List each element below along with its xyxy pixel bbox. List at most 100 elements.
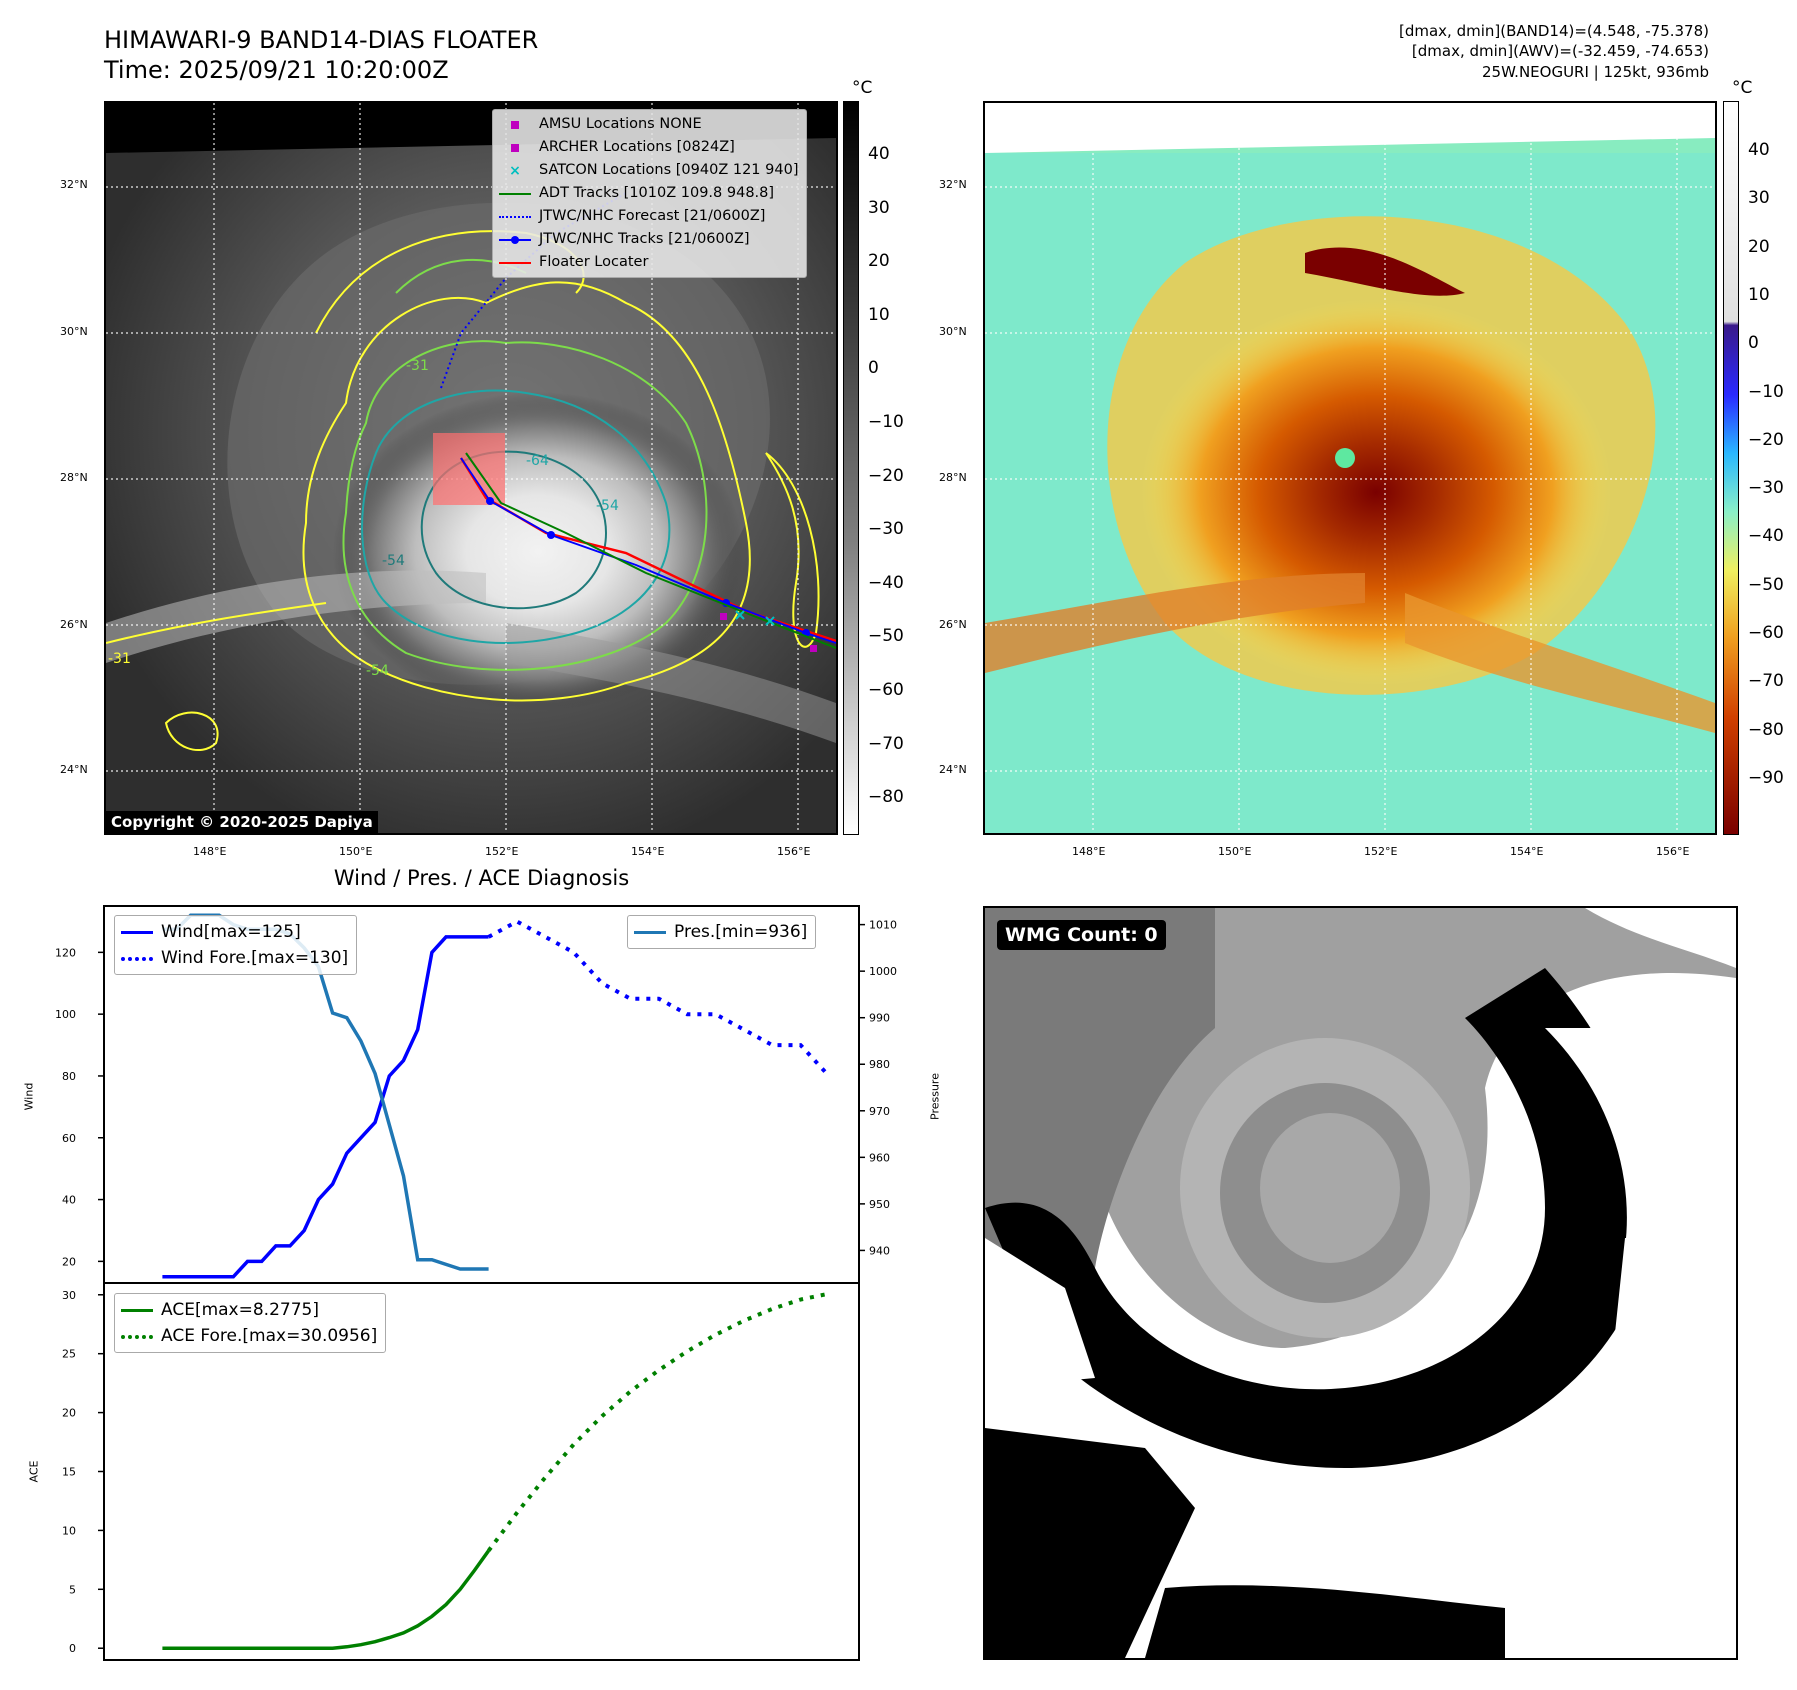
awv-colorbar	[1723, 101, 1739, 835]
legend-item: ACE[max=8.2775]	[121, 1297, 377, 1323]
lon-tick: 152°E	[485, 845, 519, 858]
lon-tick: 148°E	[193, 845, 227, 858]
y2-tick-label: 950	[869, 1198, 890, 1211]
ir-colorbar-unit: °C	[852, 78, 873, 98]
dotted-line-icon	[121, 1328, 153, 1344]
colorbar-tick-label: −10	[1748, 381, 1784, 402]
x-marker-icon: ×	[509, 162, 521, 179]
y-tick-label: 0	[69, 1642, 76, 1655]
colorbar-tick-label: −20	[1748, 429, 1784, 450]
lon-tick: 154°E	[631, 845, 665, 858]
colorbar-tick-label: −30	[868, 519, 904, 540]
contour-label: -54	[382, 553, 405, 569]
colorbar-tick-label: 20	[868, 251, 890, 272]
legend-item: Floater Locater	[499, 251, 798, 274]
colorbar-tick-label: −30	[1748, 478, 1784, 499]
legend-item: ADT Tracks [1010Z 109.8 948.8]	[499, 182, 798, 205]
colorbar-tick-label: 30	[868, 197, 890, 218]
lon-tick: 152°E	[1364, 845, 1398, 858]
y-tick-label: 5	[69, 1583, 76, 1596]
lat-tick: 24°N	[939, 763, 967, 776]
awv-map-imagery	[985, 103, 1715, 833]
y-tick-label: 15	[62, 1466, 76, 1479]
lat-tick: 26°N	[939, 618, 967, 631]
legend-item: × SATCON Locations [0940Z 121 940]	[499, 159, 798, 182]
colorbar-tick-label: −20	[868, 465, 904, 486]
series-line	[162, 935, 489, 1279]
ir-satellite-map: -31 -54 -64 -54 -31 -54 AMSU Locations N…	[104, 101, 838, 835]
wmg-panel: WMG Count: 0	[983, 906, 1738, 1660]
series-line	[162, 1549, 491, 1650]
series-line	[487, 919, 831, 1078]
square-marker-icon	[499, 140, 531, 156]
colorbar-tick-label: 20	[1748, 236, 1770, 257]
contour-label: -54	[596, 498, 619, 514]
figure-title-line2: Time: 2025/09/21 10:20:00Z	[104, 56, 449, 84]
colorbar-tick-label: −80	[1748, 719, 1784, 740]
y2-tick-label: 990	[869, 1012, 890, 1025]
wmg-count-badge: WMG Count: 0	[997, 920, 1166, 950]
colorbar-tick-label: −60	[1748, 623, 1784, 643]
colorbar-tick-label: −50	[1748, 574, 1784, 595]
ir-map-legend: AMSU Locations NONE ARCHER Locations [08…	[492, 109, 808, 278]
colorbar-tick-label: 40	[868, 144, 890, 164]
y-tick-label: 120	[55, 946, 76, 959]
y2-tick-label: 1010	[869, 919, 897, 932]
dotted-line-icon	[121, 950, 153, 966]
legend-item: ACE Fore.[max=30.0956]	[121, 1323, 377, 1349]
square-marker-icon	[499, 117, 531, 133]
y-tick-label: 60	[62, 1132, 76, 1145]
line-marker-icon	[499, 186, 531, 202]
colorbar-tick-label: 10	[868, 304, 890, 325]
y-tick-label: 40	[62, 1194, 76, 1207]
legend-item: JTWC/NHC Tracks [21/0600Z]	[499, 228, 798, 251]
wmg-imagery	[985, 908, 1736, 1658]
wind-legend: Wind[max=125] Wind Fore.[max=130]	[114, 915, 358, 975]
figure-title-line1: HIMAWARI-9 BAND14-DIAS FLOATER	[104, 26, 539, 54]
y-tick-label: 80	[62, 1070, 76, 1083]
line-dot-icon	[499, 232, 531, 248]
y2-tick-label: 960	[869, 1151, 890, 1164]
awv-colorbar-unit: °C	[1732, 78, 1753, 98]
colorbar-tick-label: −90	[1748, 767, 1784, 788]
lon-tick: 156°E	[777, 845, 811, 858]
colorbar-tick-label: −40	[868, 572, 904, 593]
lon-tick: 150°E	[1218, 845, 1252, 858]
legend-item: Pres.[min=936]	[634, 919, 807, 945]
line-marker-icon	[499, 255, 531, 271]
lat-tick: 32°N	[939, 178, 967, 191]
lon-tick: 150°E	[339, 845, 373, 858]
diagnosis-chart-title: Wind / Pres. / ACE Diagnosis	[333, 866, 630, 890]
colorbar-tick-label: −40	[1748, 526, 1784, 547]
colorbar-tick-label: 0	[1748, 333, 1759, 354]
ir-colorbar	[843, 101, 859, 835]
y2-tick-label: 1000	[869, 965, 897, 978]
line-marker-icon	[634, 924, 666, 940]
lat-tick: 24°N	[60, 763, 88, 776]
dotted-line-icon	[499, 209, 531, 225]
legend-item: ARCHER Locations [0824Z]	[499, 136, 798, 159]
legend-item: Wind Fore.[max=130]	[121, 945, 348, 971]
legend-item: JTWC/NHC Forecast [21/0600Z]	[499, 205, 798, 228]
contour-label: -31	[406, 358, 429, 374]
ace-legend: ACE[max=8.2775] ACE Fore.[max=30.0956]	[114, 1293, 387, 1353]
y-tick-label: 30	[62, 1289, 76, 1302]
contour-label: -64	[526, 453, 549, 469]
y-tick-label: 100	[55, 1008, 76, 1021]
contour-label: -31	[108, 651, 131, 667]
y2-tick-label: 980	[869, 1058, 890, 1071]
pressure-legend: Pres.[min=936]	[627, 915, 817, 949]
colorbar-tick-label: −60	[868, 680, 904, 700]
y-tick-label: 25	[62, 1348, 76, 1361]
colorbar-tick-label: −70	[1748, 671, 1784, 692]
y2-tick-label: 940	[869, 1244, 890, 1257]
colorbar-tick-label: −80	[868, 787, 904, 808]
colorbar-tick-label: 10	[1748, 284, 1770, 305]
colorbar-tick-label: −50	[868, 626, 904, 647]
lon-tick: 154°E	[1510, 845, 1544, 858]
lat-tick: 32°N	[60, 178, 88, 191]
lat-tick: 28°N	[939, 471, 967, 484]
lat-tick: 30°N	[60, 325, 88, 338]
contour-label: -54	[366, 663, 389, 679]
info-line3: 25W.NEOGURI | 125kt, 936mb	[1481, 63, 1709, 81]
